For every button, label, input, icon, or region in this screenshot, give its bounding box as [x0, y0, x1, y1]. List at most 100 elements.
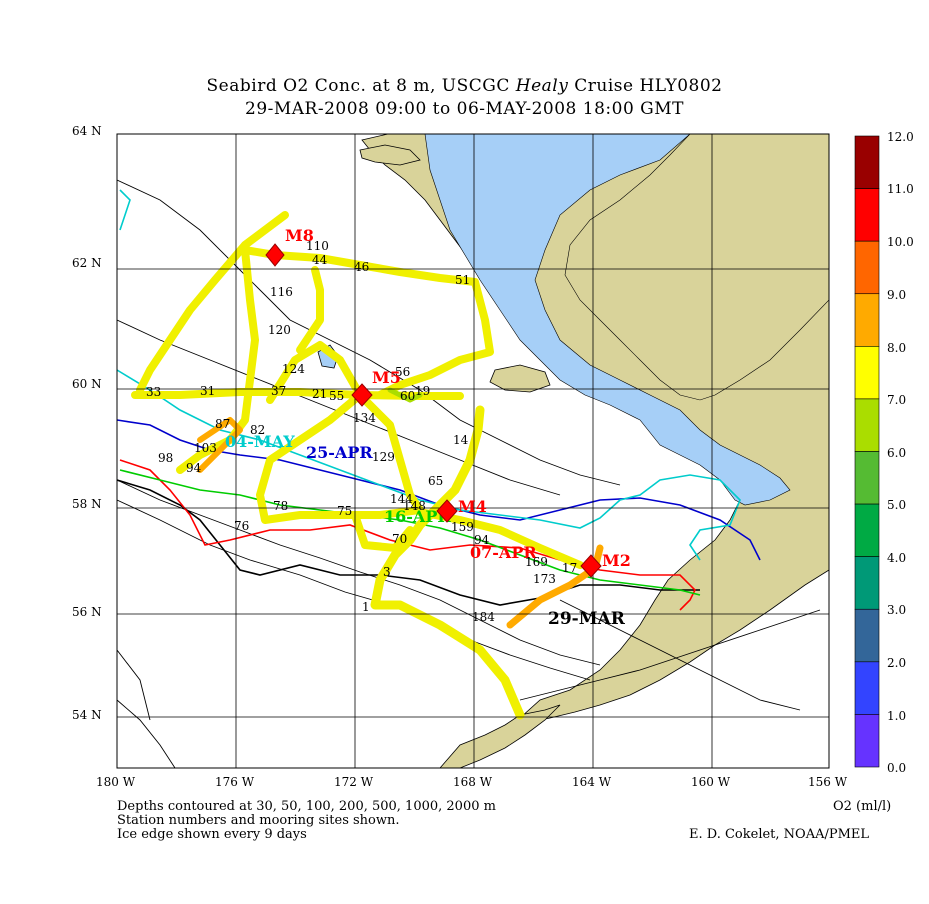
station-label: 55	[329, 389, 344, 403]
mooring-m8-marker	[265, 243, 285, 267]
ship-name: Healy	[515, 76, 569, 96]
colorbar-bin	[854, 451, 880, 505]
colorbar-tick: 3.0	[887, 603, 907, 617]
ice-label-07apr: 07-APR	[470, 543, 537, 562]
lon-label-180: 180 W	[96, 775, 136, 789]
colorbar-bin	[854, 135, 880, 189]
station-label: 14	[453, 433, 469, 447]
lon-label-176: 176 W	[215, 775, 255, 789]
colorbar-bin	[854, 714, 880, 768]
colorbar-bin	[854, 556, 880, 610]
map-title-line1: Seabird O2 Conc. at 8 m, USCGC Healy Cru…	[206, 76, 723, 96]
map-frame	[116, 133, 830, 769]
colorbar-tick: 5.0	[887, 498, 907, 512]
station-label: 76	[234, 519, 249, 533]
ice-edge-04may	[117, 189, 741, 561]
station-label: 129	[372, 450, 395, 464]
colorbar	[854, 135, 880, 768]
station-label: 159	[451, 520, 474, 534]
moorings: M8 M5 M4 M2	[265, 226, 631, 578]
lat-label-60: 60 N	[72, 377, 102, 391]
station-label: 65	[428, 474, 443, 488]
station-label: 51	[455, 273, 470, 287]
colorbar-tick: 6.0	[887, 446, 907, 460]
colorbar-tick: 12.0	[887, 130, 914, 144]
station-label: 124	[282, 362, 305, 376]
colorbar-tick: 0.0	[887, 761, 907, 775]
colorbar-tick: 10.0	[887, 235, 914, 249]
colorbar-bin	[854, 240, 880, 295]
station-label: 87	[215, 417, 230, 431]
station-labels: 110 44 46 51 116 120 124 33 31 37 21 60 …	[146, 239, 577, 624]
colorbar-tick: 11.0	[887, 182, 914, 196]
colorbar-bin	[854, 346, 880, 400]
ice-label-25apr: 25-APR	[306, 443, 373, 462]
station-label: 120	[268, 323, 291, 337]
footer-notes: Depths contoured at 30, 50, 100, 200, 50…	[117, 800, 496, 842]
lat-label-64: 64 N	[72, 124, 102, 138]
mooring-m8-label: M8	[285, 226, 314, 245]
station-label: 46	[354, 260, 369, 274]
st-lawrence-island	[359, 144, 421, 166]
colorbar-tick: 7.0	[887, 393, 907, 407]
ice-label-04may: 04-MAY	[225, 432, 295, 451]
lon-label-172: 172 W	[334, 775, 374, 789]
footer-line2: Station numbers and mooring sites shown.	[117, 813, 400, 828]
station-label: 94	[186, 461, 202, 475]
station-label: 103	[194, 441, 217, 455]
station-label: 148	[403, 499, 426, 513]
colorbar-tick: 9.0	[887, 288, 907, 302]
lat-label-56: 56 N	[72, 605, 102, 619]
colorbar-bin	[854, 188, 880, 242]
colorbar-bin	[854, 293, 880, 347]
mooring-m2-marker	[580, 554, 602, 578]
mooring-m5-label: M5	[372, 368, 401, 387]
station-label: 70	[392, 532, 407, 546]
station-label: 116	[270, 285, 293, 299]
station-label: 37	[271, 384, 286, 398]
lat-label-54: 54 N	[72, 708, 102, 722]
colorbar-unit-label: O2 (ml/l)	[833, 799, 892, 814]
colorbar-bin	[854, 398, 880, 452]
alaska-peninsula	[439, 704, 561, 768]
station-label: 31	[200, 384, 215, 398]
lat-label-58: 58 N	[72, 497, 102, 511]
station-label: 17	[562, 561, 577, 575]
station-label: 44	[312, 253, 328, 267]
lon-label-164: 164 W	[572, 775, 612, 789]
mooring-m4-label: M4	[458, 497, 487, 516]
station-label: 98	[158, 451, 173, 465]
mooring-m5-marker	[351, 383, 373, 407]
colorbar-tick: 4.0	[887, 551, 907, 565]
norton-sound-water	[424, 134, 791, 506]
footer-line1: Depths contoured at 30, 50, 100, 200, 50…	[117, 799, 496, 814]
map-title-line2: 29-MAR-2008 09:00 to 06-MAY-2008 18:00 G…	[245, 99, 684, 119]
colorbar-tick: 1.0	[887, 709, 907, 723]
station-label: 110	[306, 239, 329, 253]
station-label: 1	[362, 600, 370, 614]
station-label: 21	[312, 387, 327, 401]
footer-line3: Ice edge shown every 9 days	[117, 827, 307, 842]
station-label: 60	[400, 389, 415, 403]
station-label: 144	[390, 492, 413, 506]
colorbar-bin	[854, 661, 880, 715]
station-label: 78	[273, 499, 288, 513]
ice-label-16apr: 16-APR	[384, 507, 451, 526]
colorbar-bin	[854, 503, 880, 557]
station-label: 134	[353, 411, 376, 425]
ice-edge-29mar	[117, 479, 700, 606]
station-label: 169	[525, 555, 548, 569]
station-label: 94	[474, 533, 490, 547]
station-label: 184	[472, 610, 495, 624]
mooring-m4-marker	[436, 499, 458, 523]
ice-label-29mar: 29-MAR	[548, 609, 626, 629]
nunivak-island	[489, 364, 551, 393]
lon-label-168: 168 W	[453, 775, 493, 789]
credit: E. D. Cokelet, NOAA/PMEL	[689, 827, 870, 842]
station-label: 56	[395, 365, 410, 379]
station-label: 75	[337, 504, 352, 518]
lon-label-160: 160 W	[691, 775, 731, 789]
lon-label-156: 156 W	[808, 775, 848, 789]
colorbar-bin	[854, 608, 880, 663]
